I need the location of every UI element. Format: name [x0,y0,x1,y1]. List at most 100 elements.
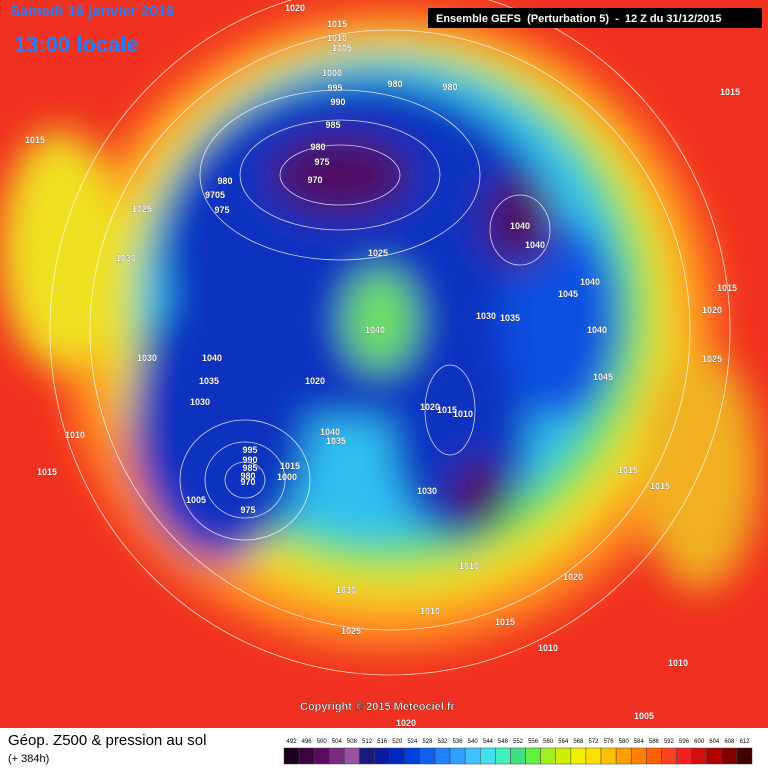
scale-swatch [434,747,451,765]
scale-label: 512 [362,739,373,745]
pressure-label: 990 [330,97,345,107]
pressure-label: 1040 [365,325,385,335]
scale-swatch [480,747,496,765]
pressure-label: 1045 [593,372,613,382]
pressure-label: 1035 [500,313,520,323]
scale-label: 576 [604,739,615,745]
time: 13:00 locale [14,32,139,57]
scale-swatch [298,747,315,765]
scale-swatch [419,747,436,765]
pressure-label: 1040 [587,325,607,335]
pressure-label: 1010 [420,606,440,616]
scale-swatch [540,747,556,765]
scale-label: 556 [528,739,539,745]
pressure-label: 975 [240,505,255,515]
scale-swatch [661,747,677,765]
pressure-label: 975 [314,157,329,167]
scale-label: 604 [709,739,720,745]
pressure-label: 1015 [327,19,347,29]
scale-swatch [585,747,602,765]
run-box [428,8,762,28]
scale-swatch [329,747,345,765]
pressure-label: 980 [387,79,402,89]
pressure-label: 980 [442,82,457,92]
pressure-label: 980 [217,176,232,186]
scale-swatch [721,747,738,765]
scale-label: 532 [438,739,449,745]
pressure-label: 1030 [336,585,356,595]
scale-label: 608 [724,739,735,745]
pressure-label: 995 [242,445,257,455]
scale-label: 588 [649,739,660,745]
scale-label: 592 [664,739,675,745]
scale-swatch [646,747,662,765]
pressure-label: 1020 [396,718,416,728]
pressure-label: 1035 [199,376,219,386]
scale-swatch [464,747,481,765]
scale-swatch [495,747,511,765]
scale-label: 508 [347,739,358,745]
scale-swatch [359,747,375,765]
pressure-label: 970 [307,175,322,185]
pressure-label: 1030 [137,353,157,363]
scale-label: 596 [679,739,690,745]
scale-swatch [374,747,390,765]
pressure-label: 1015 [618,465,638,475]
scale-label: 536 [453,739,464,745]
pressure-label: 1040 [320,427,340,437]
scale-label: 580 [619,739,630,745]
scale-swatch [555,747,572,765]
scale-label: 524 [407,739,418,745]
scale-label: 600 [694,739,705,745]
scale-label: 568 [573,739,584,745]
scale-swatch [510,747,526,765]
scale-label: 528 [422,739,433,745]
pressure-label: 1020 [420,402,440,412]
pressure-label: 1015 [720,87,740,97]
scale-label: 492 [287,739,298,745]
scale-swatch [691,747,707,765]
pressure-label: 1025 [702,354,722,364]
scale-label: 584 [634,739,645,745]
scale-swatch [630,747,647,765]
pressure-label: 985 [242,463,257,473]
pressure-label: 1015 [25,135,45,145]
date: Samedi 16 janvier 2016 [10,3,174,20]
pressure-label: 1015 [650,481,670,491]
pressure-label: 975 [214,205,229,215]
scale-label: 564 [558,739,569,745]
pressure-label: 970 [240,477,255,487]
scale-swatch [706,747,723,765]
scale-label: 496 [302,739,313,745]
pressure-label: 1015 [437,405,457,415]
pressure-label: 1030 [417,486,437,496]
pressure-label: 1035 [326,436,346,446]
scale-label: 504 [332,739,343,745]
scale-swatch [736,747,753,765]
scale-swatch [404,747,421,765]
pressure-label: 1010 [65,430,85,440]
pressure-label: 1040 [525,240,545,250]
scale-label: 540 [468,739,479,745]
pressure-label: 1005 [332,43,352,53]
pressure-label: 1015 [37,467,57,477]
pressure-label: 1010 [668,658,688,668]
color-scale: 492 496 500 504 508 512 516 520 524 528 532 536 540 5… [283,739,753,765]
run: Ensemble GEFS (Perturbation 5) - 12 Z du… [436,13,721,25]
pressure-label: 995 [327,83,342,93]
legend-range: (+ 384h) [8,753,49,765]
pressure-label: 1040 [202,353,222,363]
pressure-label: 1005 [634,711,654,721]
scale-label: 516 [377,739,388,745]
pressure-label: 1020 [285,3,305,13]
pressure-label: 1025 [132,204,152,214]
pressure-label: 1020 [563,572,583,582]
pressure-label: 1000 [322,68,342,78]
pressure-label: 1025 [341,626,361,636]
scale-label: 544 [483,739,494,745]
pressure-label: 980 [240,471,255,481]
scale-swatch [313,747,330,765]
scale-swatch [389,747,406,765]
